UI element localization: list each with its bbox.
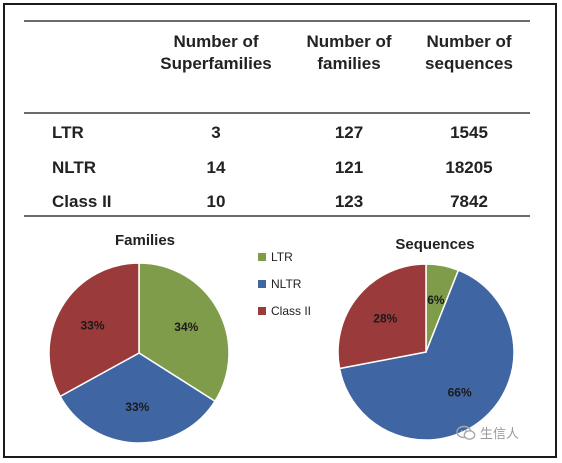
cell-nltr-families: 121 [334,158,364,177]
table-top-rule [24,20,530,22]
cell-class-ii-families: 123 [334,192,364,211]
wechat-icon [456,425,476,440]
header-sequences: Number of sequences [425,32,513,73]
legend-swatch-ltr [258,253,266,261]
data-table: Number of Superfamilies Number of families… [24,20,530,217]
sequences-chart-title: Sequences [395,236,475,253]
header-families: Number of families [306,32,392,73]
legend-item-nltr: NLTR [258,276,301,292]
legend-item-class-ii: Class II [258,303,311,319]
watermark: 生信人 [456,423,519,442]
table-bottom-rule [24,215,530,217]
families-label-nltr: 33% [125,400,149,414]
row-label-nltr: NLTR [52,158,97,177]
legend-swatch-class-ii [258,307,266,315]
table-header-rule [24,112,530,114]
families-label-class-ii: 33% [81,319,105,333]
cell-class-ii-superfamilies: 10 [206,192,226,211]
sequences-label-class-ii: 28% [373,311,397,325]
sequences-label-ltr: 6% [427,293,445,307]
families-label-ltr: 34% [174,320,198,334]
cell-class-ii-sequences: 7842 [450,192,488,211]
cell-ltr-sequences: 1545 [450,123,488,142]
sequences-slice-nltr [338,269,515,441]
row-label-ltr: LTR [52,123,84,142]
header-superfamilies: Number of Superfamilies [160,32,272,73]
families-slice-class-ii [48,262,140,398]
families-chart-title: Families [114,232,176,249]
cell-ltr-superfamilies: 3 [211,123,221,142]
sequences-label-nltr: 66% [448,386,472,400]
row-label-class-ii: Class II [52,192,112,211]
cell-ltr-families: 127 [334,123,364,142]
cell-nltr-superfamilies: 14 [206,158,226,177]
sequences-slice-class-ii [337,263,427,370]
cell-nltr-sequences: 18205 [445,158,493,177]
legend-swatch-nltr [258,280,266,288]
legend-item-ltr: LTR [258,249,293,265]
